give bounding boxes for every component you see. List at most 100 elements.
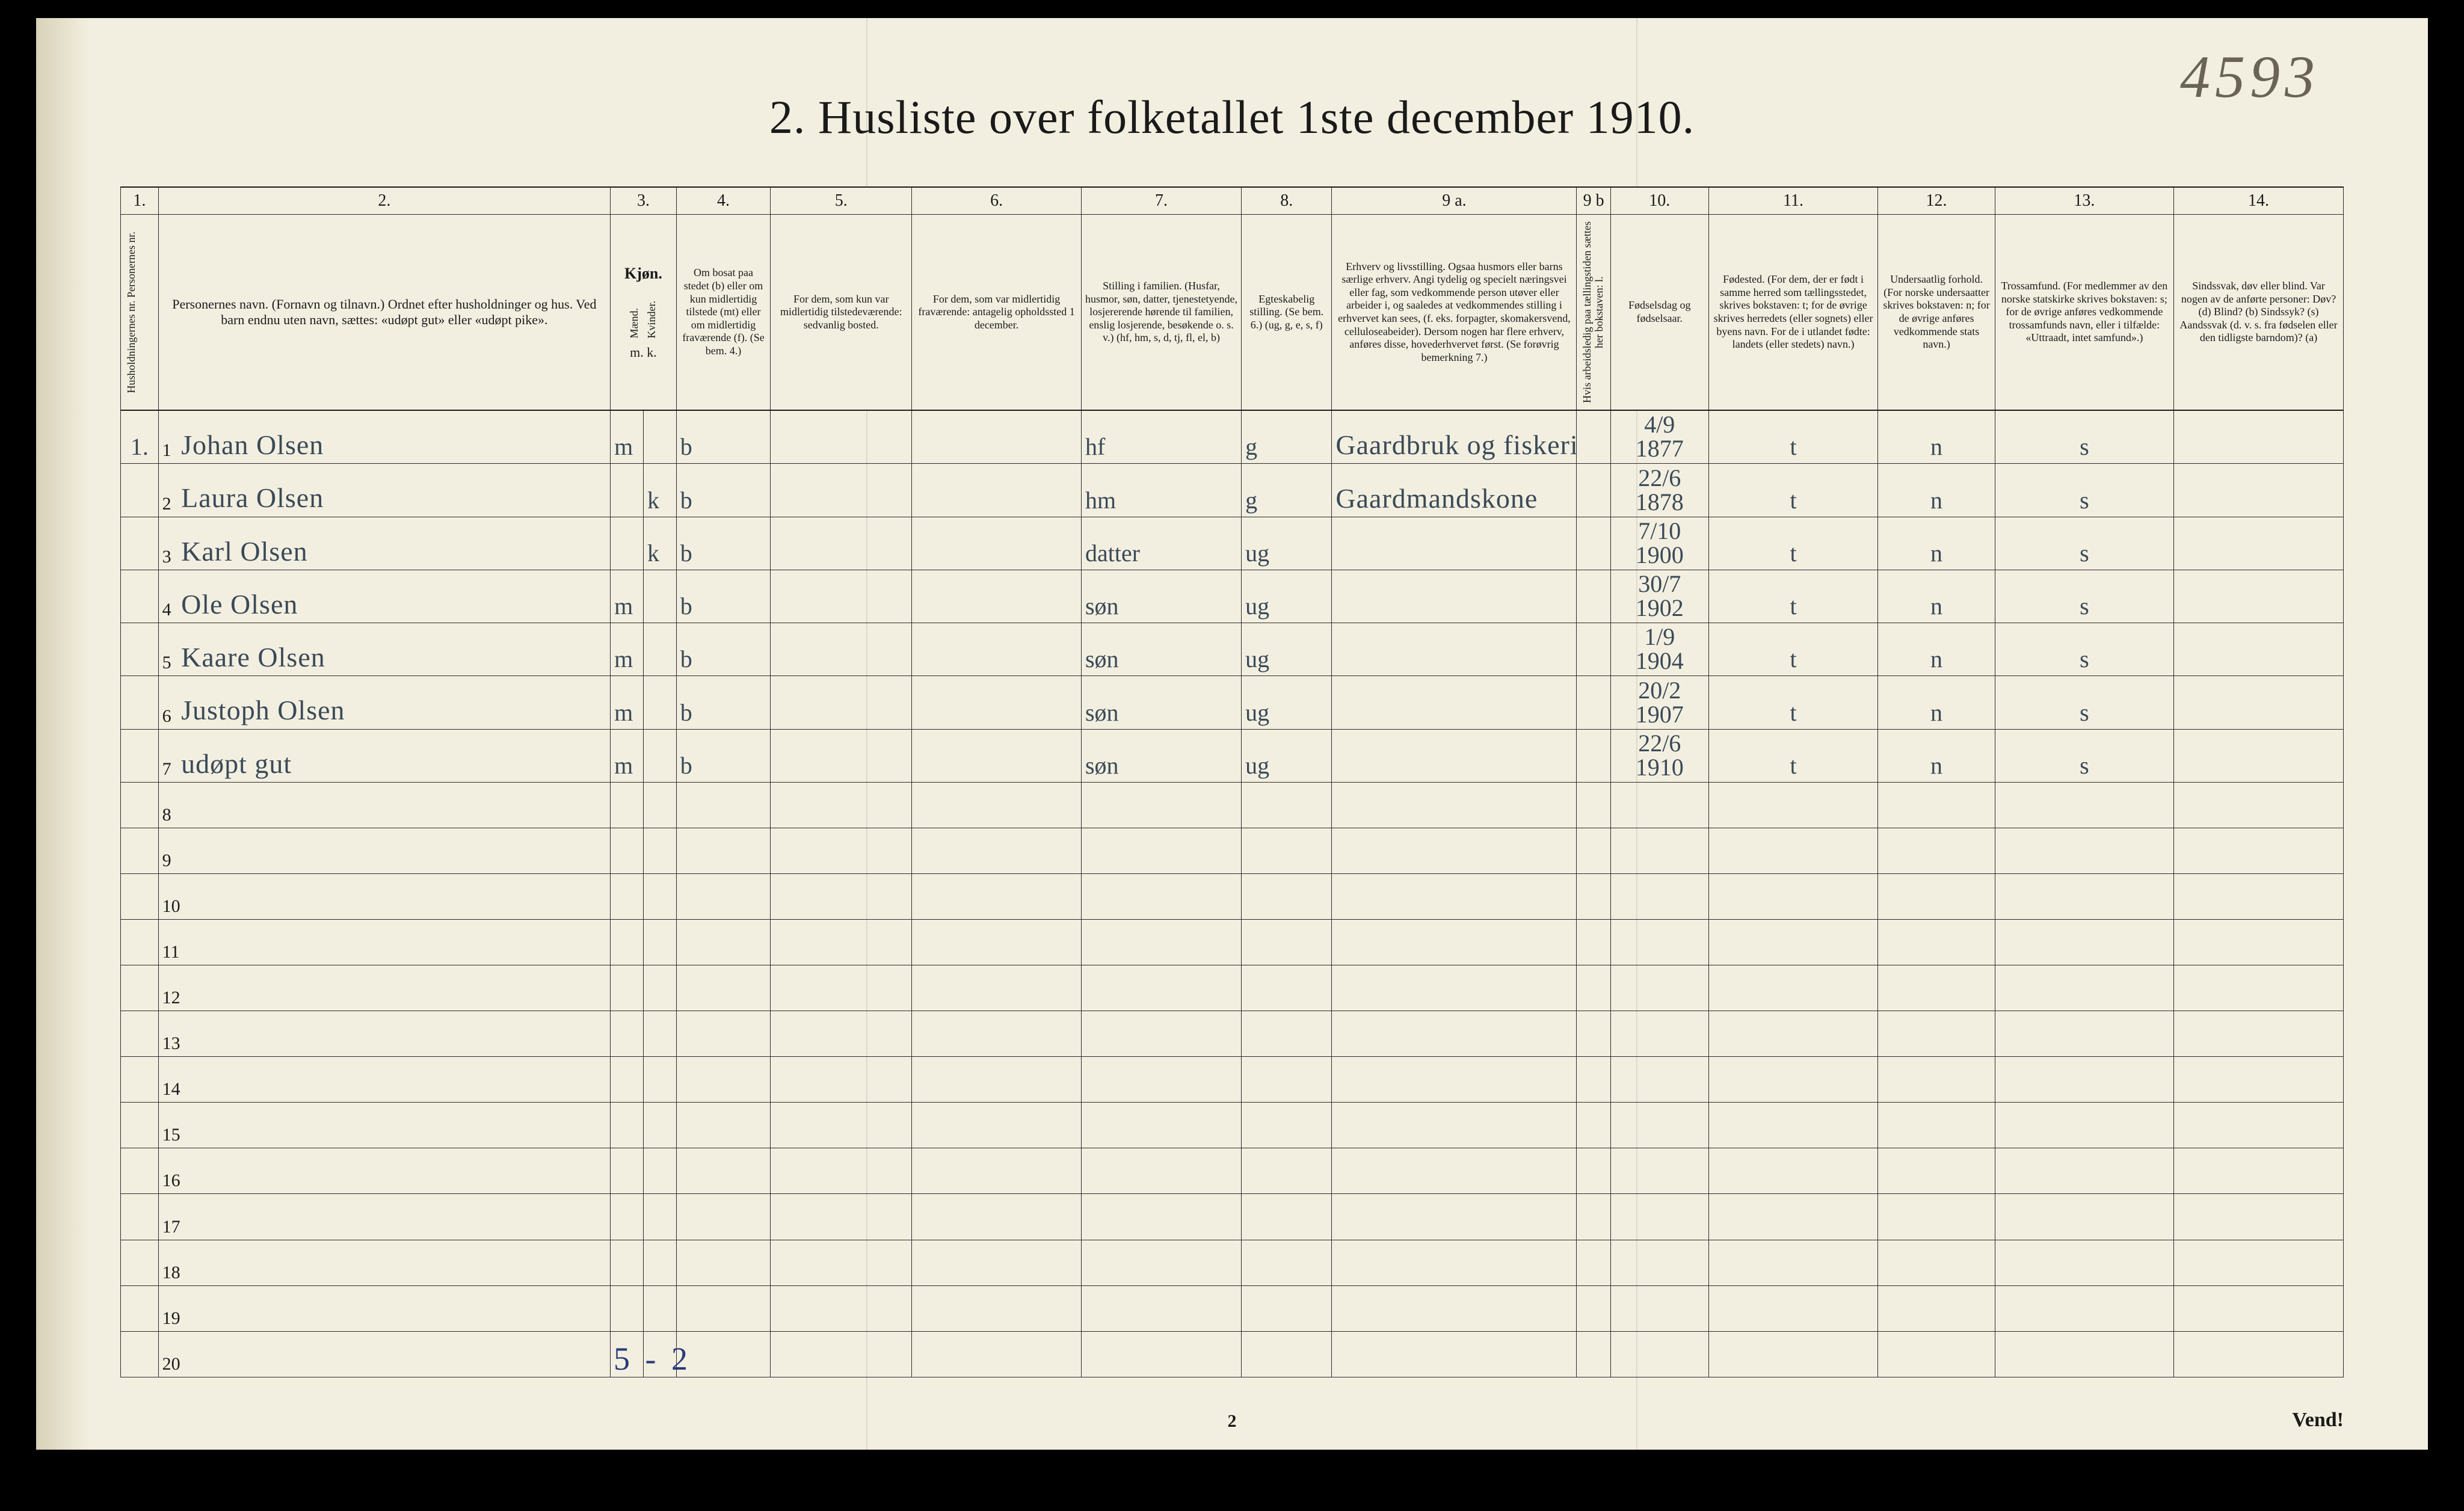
- cell-household-no: [121, 828, 159, 873]
- cell-blank: [1081, 782, 1241, 828]
- cell-blank: [1878, 1331, 1995, 1377]
- header-12: Undersaatlig forhold. (For norske unders…: [1878, 215, 1995, 411]
- cell-14: [2174, 623, 2344, 676]
- cell-blank: [643, 828, 676, 873]
- cell-egt: ug: [1242, 517, 1332, 570]
- cell-name: 2 Laura Olsen: [158, 464, 611, 517]
- column-header-row: Husholdningernes nr. Personernes nr. Per…: [121, 215, 2344, 411]
- blue-annotation: 5 - 2: [614, 1340, 691, 1377]
- cell-fsted: t: [1708, 410, 1878, 464]
- colnum-3: 3.: [611, 187, 677, 215]
- cell-blank: [1708, 1240, 1878, 1285]
- cell-blank: [676, 873, 771, 919]
- cell-bosat: b: [676, 517, 771, 570]
- cell-blank: [611, 1240, 644, 1285]
- cell-stilling: søn: [1081, 676, 1241, 729]
- cell-erhverv: [1332, 570, 1577, 623]
- cell-9b: [1577, 729, 1610, 782]
- cell-blank: [912, 1331, 1082, 1377]
- table-row: 18: [121, 1240, 2344, 1285]
- census-page: 4593 2. Husliste over folketallet 1ste d…: [36, 18, 2428, 1450]
- cell-name: 8: [158, 782, 611, 828]
- header-10: Fødselsdag og fødselsaar.: [1610, 215, 1708, 411]
- cell-blank: [1708, 873, 1878, 919]
- cell-blank: [1242, 965, 1332, 1011]
- cell-household-no: 1.: [121, 410, 159, 464]
- colnum-2: 2.: [158, 187, 611, 215]
- cell-blank: [1708, 1148, 1878, 1194]
- cell-sex-k: k: [643, 517, 676, 570]
- cell-5: [771, 729, 912, 782]
- cell-bosat: b: [676, 570, 771, 623]
- cell-name: 10: [158, 873, 611, 919]
- cell-blank: [1332, 1285, 1577, 1331]
- cell-tro: s: [1995, 729, 2173, 782]
- cell-blank: [1332, 1240, 1577, 1285]
- cell-blank: [1995, 828, 2173, 873]
- cell-blank: [1242, 1194, 1332, 1240]
- cell-blank: [611, 782, 644, 828]
- cell-blank: [1577, 1148, 1610, 1194]
- cell-blank: [1878, 828, 1995, 873]
- header-6: For dem, som var midlertidig fraværende:…: [912, 215, 1082, 411]
- cell-blank: [676, 1057, 771, 1103]
- cell-fsted: t: [1708, 729, 1878, 782]
- cell-tro: s: [1995, 570, 2173, 623]
- cell-blank: [643, 1285, 676, 1331]
- cell-name: 3 Karl Olsen: [158, 517, 611, 570]
- cell-blank: [1242, 873, 1332, 919]
- cell-blank: [912, 1057, 1082, 1103]
- colnum-4: 4.: [676, 187, 771, 215]
- cell-blank: [676, 920, 771, 965]
- cell-blank: [1332, 965, 1577, 1011]
- cell-blank: [611, 1194, 644, 1240]
- cell-blank: [1708, 1285, 1878, 1331]
- page-title: 2. Husliste over folketallet 1ste decemb…: [36, 18, 2428, 144]
- cell-blank: [1332, 1103, 1577, 1148]
- cell-fdato: 4/91877: [1610, 410, 1708, 464]
- cell-blank: [1708, 1194, 1878, 1240]
- cell-name: 17: [158, 1194, 611, 1240]
- cell-fsted: t: [1708, 517, 1878, 570]
- cell-und: n: [1878, 729, 1995, 782]
- cell-bosat: b: [676, 623, 771, 676]
- cell-14: [2174, 676, 2344, 729]
- table-row: 4 Ole Olsenmbsønug30/71902tns: [121, 570, 2344, 623]
- cell-household-no: [121, 623, 159, 676]
- cell-blank: [1081, 1057, 1241, 1103]
- cell-blank: [2174, 828, 2344, 873]
- cell-blank: [643, 965, 676, 1011]
- header-7: Stilling i familien. (Husfar, husmor, sø…: [1081, 215, 1241, 411]
- cell-household-no: [121, 1148, 159, 1194]
- colnum-12: 12.: [1878, 187, 1995, 215]
- cell-blank: [1242, 1103, 1332, 1148]
- cell-name: 7 udøpt gut: [158, 729, 611, 782]
- header-9b: Hvis arbeidsledig paa tællingstiden sætt…: [1577, 215, 1610, 411]
- cell-blank: [771, 1240, 912, 1285]
- cell-bosat: b: [676, 464, 771, 517]
- cell-blank: [611, 1057, 644, 1103]
- cell-sex-m: m: [611, 570, 644, 623]
- table-row: 19: [121, 1285, 2344, 1331]
- header-13: Trossamfund. (For medlemmer av den norsk…: [1995, 215, 2173, 411]
- colnum-13: 13.: [1995, 187, 2173, 215]
- cell-blank: [771, 782, 912, 828]
- cell-blank: [2174, 1057, 2344, 1103]
- cell-blank: [1332, 873, 1577, 919]
- cell-stilling: hm: [1081, 464, 1241, 517]
- cell-blank: [1081, 1148, 1241, 1194]
- cell-blank: [1577, 1240, 1610, 1285]
- cell-6: [912, 676, 1082, 729]
- header-8: Egteskabelig stilling. (Se bem. 6.) (ug,…: [1242, 215, 1332, 411]
- handwritten-page-number: 4593: [2180, 42, 2320, 111]
- cell-6: [912, 729, 1082, 782]
- header-3-title: Kjøn.: [624, 265, 662, 282]
- cell-blank: [1610, 1057, 1708, 1103]
- cell-name: 20: [158, 1331, 611, 1377]
- cell-blank: [1577, 828, 1610, 873]
- cell-blank: [1332, 920, 1577, 965]
- cell-fsted: t: [1708, 676, 1878, 729]
- cell-blank: [1081, 1103, 1241, 1148]
- header-14: Sindssvak, døv eller blind. Var nogen av…: [2174, 215, 2344, 411]
- cell-erhverv: [1332, 623, 1577, 676]
